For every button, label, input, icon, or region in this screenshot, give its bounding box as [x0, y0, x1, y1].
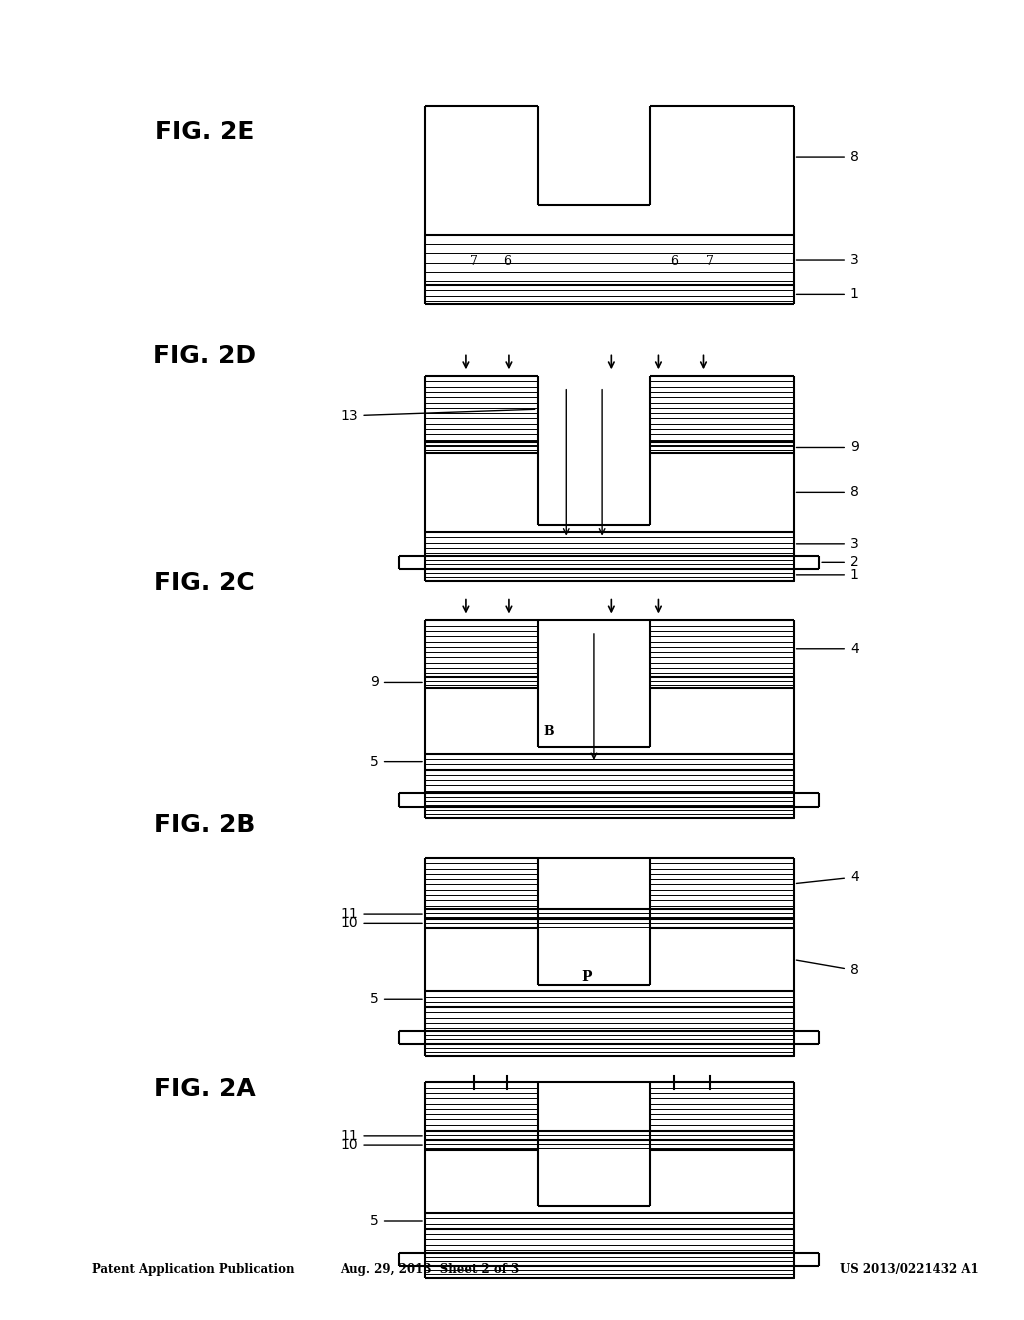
Text: FIG. 2C: FIG. 2C	[155, 572, 255, 595]
Text: 10: 10	[341, 1138, 422, 1152]
Text: 1: 1	[797, 568, 859, 582]
Text: 1: 1	[797, 288, 859, 301]
Text: 10: 10	[341, 916, 422, 931]
Text: 4: 4	[797, 642, 859, 656]
Text: P: P	[582, 970, 592, 983]
Text: 3: 3	[797, 537, 859, 550]
Text: FIG. 2D: FIG. 2D	[154, 345, 256, 368]
Text: Patent Application Publication: Patent Application Publication	[92, 1263, 295, 1276]
Text: 4: 4	[797, 870, 859, 884]
Text: 5: 5	[370, 993, 422, 1006]
Text: Aug. 29, 2013  Sheet 2 of 3: Aug. 29, 2013 Sheet 2 of 3	[340, 1263, 520, 1276]
Text: 5: 5	[370, 1214, 422, 1228]
Text: 7: 7	[470, 255, 478, 268]
Text: 7: 7	[706, 255, 714, 268]
Text: 8: 8	[797, 150, 859, 164]
Text: 9: 9	[797, 441, 859, 454]
Text: 9: 9	[370, 676, 422, 689]
Text: 2: 2	[822, 556, 859, 569]
Text: 5: 5	[370, 755, 422, 768]
Text: 6: 6	[503, 255, 511, 268]
Text: 13: 13	[341, 409, 535, 422]
Text: 11: 11	[341, 1129, 422, 1143]
Text: FIG. 2A: FIG. 2A	[154, 1077, 256, 1101]
Text: FIG. 2B: FIG. 2B	[155, 813, 255, 837]
Text: US 2013/0221432 A1: US 2013/0221432 A1	[840, 1263, 978, 1276]
Text: B: B	[544, 725, 554, 738]
Text: 8: 8	[797, 960, 859, 977]
Text: 8: 8	[797, 486, 859, 499]
Text: 11: 11	[341, 907, 422, 921]
Text: 3: 3	[797, 253, 859, 267]
Text: FIG. 2E: FIG. 2E	[155, 120, 255, 144]
Text: 6: 6	[670, 255, 678, 268]
